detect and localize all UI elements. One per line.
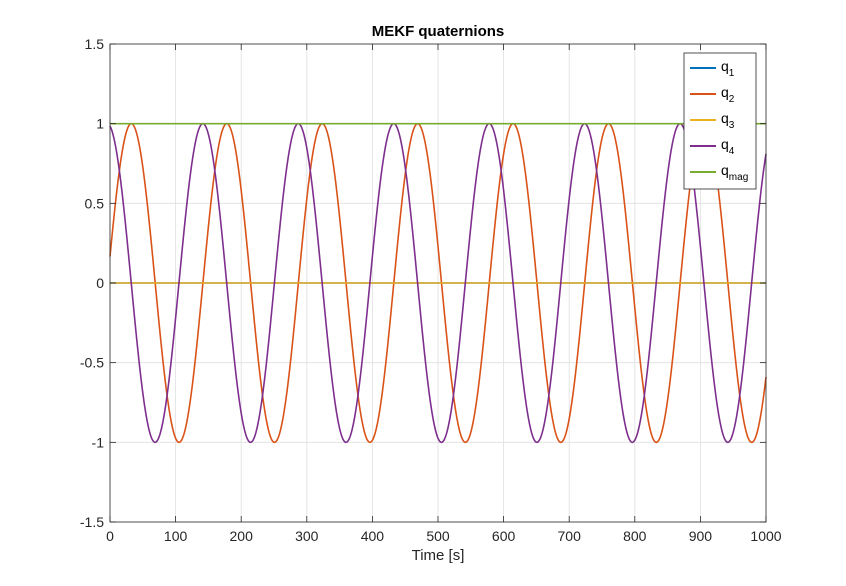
x-tick-label: 600 bbox=[492, 528, 516, 544]
y-tick-label: -1.5 bbox=[80, 514, 104, 530]
x-tick-label: 1000 bbox=[750, 528, 781, 544]
y-tick-label: -1 bbox=[92, 434, 105, 450]
legend-item-q4: q4 bbox=[690, 136, 735, 157]
y-tick-label: 0.5 bbox=[85, 195, 105, 211]
x-tick-label: 200 bbox=[230, 528, 254, 544]
series-line-q4 bbox=[109, 122, 767, 444]
legend-label-sub: mag bbox=[729, 172, 748, 183]
x-tick-label: 300 bbox=[295, 528, 319, 544]
legend-item-q3: q3 bbox=[690, 110, 735, 131]
legend-item-qmag: qmag bbox=[690, 162, 748, 183]
x-axis-label: Time [s] bbox=[412, 547, 465, 564]
legend-label-sub: 2 bbox=[729, 94, 735, 105]
y-tick-labels: -1.5 -1 -0.5 0 0.5 1 1.5 bbox=[80, 36, 104, 530]
y-tick-label: 1.5 bbox=[85, 36, 105, 52]
legend-label-main: q bbox=[721, 84, 729, 100]
legend-item-q2: q2 bbox=[690, 84, 735, 105]
legend-label-sub: 4 bbox=[729, 146, 735, 157]
series-lines bbox=[109, 122, 767, 444]
legend-label-q4: q4 bbox=[721, 136, 735, 157]
legend-label-sub: 1 bbox=[729, 68, 735, 79]
x-tick-label: 400 bbox=[361, 528, 385, 544]
y-tick-label: -0.5 bbox=[80, 355, 104, 371]
x-tick-label: 700 bbox=[558, 528, 582, 544]
legend-label-main: q bbox=[721, 136, 729, 152]
y-tick-label: 0 bbox=[96, 275, 104, 291]
legend-label-q2: q2 bbox=[721, 84, 735, 105]
chart-title: MEKF quaternions bbox=[372, 23, 505, 40]
legend-item-q1: q1 bbox=[690, 58, 735, 79]
y-tick-label: 1 bbox=[96, 116, 104, 132]
x-tick-label: 0 bbox=[106, 528, 114, 544]
legend-label-qmag: qmag bbox=[721, 162, 748, 183]
x-tick-label: 100 bbox=[164, 528, 188, 544]
x-tick-label: 800 bbox=[623, 528, 647, 544]
legend-label-main: q bbox=[721, 162, 729, 178]
legend-label-sub: 3 bbox=[729, 120, 735, 131]
axis-ticks bbox=[109, 43, 767, 523]
legend-label-main: q bbox=[721, 58, 729, 74]
legend-label-main: q bbox=[721, 110, 729, 126]
series-line-q2 bbox=[109, 122, 767, 444]
legend-label-q3: q3 bbox=[721, 110, 735, 131]
x-tick-labels: 0 100 200 300 400 500 600 700 800 900 1000 bbox=[106, 528, 782, 544]
legend-label-q1: q1 bbox=[721, 58, 735, 79]
x-tick-label: 900 bbox=[689, 528, 713, 544]
x-tick-label: 500 bbox=[426, 528, 450, 544]
